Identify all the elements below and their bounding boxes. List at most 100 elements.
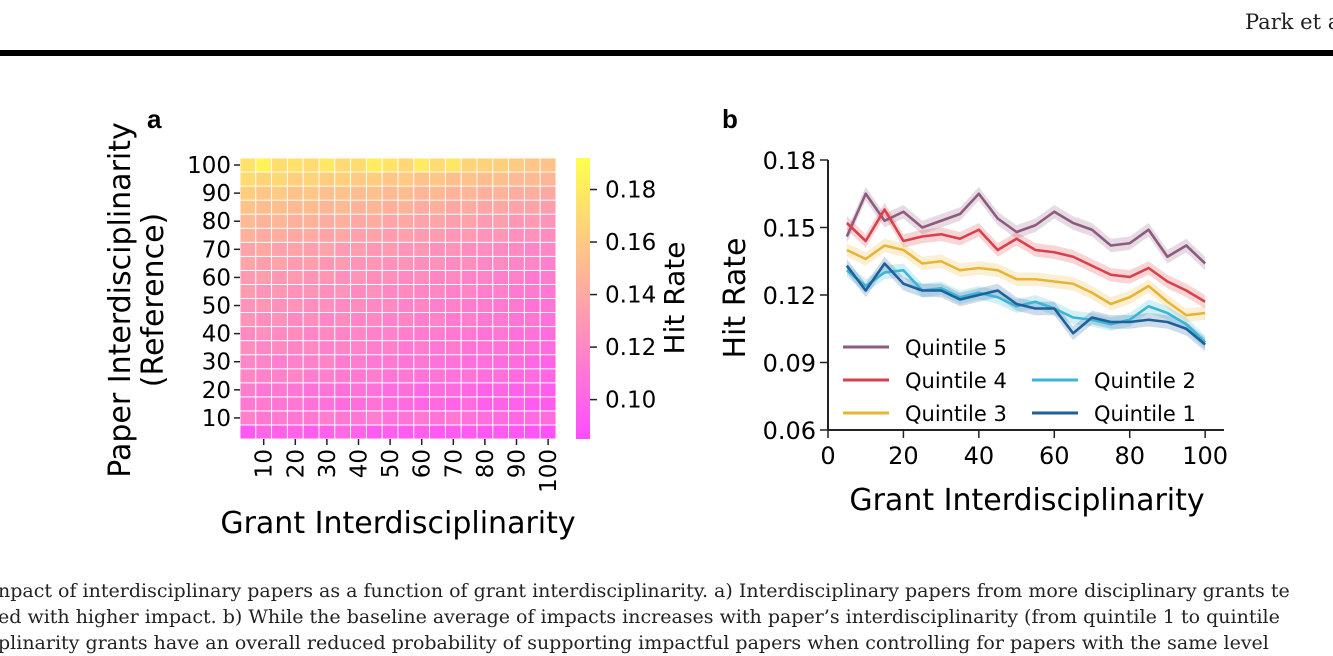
heatmap-cell <box>286 354 304 370</box>
heatmap-cell <box>334 368 352 384</box>
heatmap-cell <box>365 241 383 257</box>
heatmap-cell <box>318 326 336 342</box>
heatmap-cell <box>302 157 320 173</box>
heatmap-cell <box>413 213 431 229</box>
heatmap-cell <box>286 171 304 187</box>
heatmap-cell <box>444 298 462 314</box>
heatmap-cell <box>492 241 510 257</box>
heatmap-cell <box>413 326 431 342</box>
heatmap-cell <box>413 368 431 384</box>
line-x-tick-label: 0 <box>820 442 835 470</box>
heatmap-cell <box>365 269 383 285</box>
heatmap-cell <box>492 410 510 426</box>
heatmap-cell <box>492 382 510 398</box>
heatmap-cell <box>302 227 320 243</box>
heatmap-x-tick-label: 30 <box>315 449 341 478</box>
heatmap-cell <box>539 199 557 215</box>
heatmap-x-ticks: 10 20 30 40 50 60 70 80 90 100 <box>252 439 562 493</box>
heatmap-cell <box>492 312 510 328</box>
heatmap-cell <box>365 340 383 356</box>
heatmap-cell <box>429 227 446 243</box>
heatmap-cell <box>444 171 462 187</box>
heatmap-y-tick-label: 20 <box>202 378 231 404</box>
heatmap-cell <box>286 227 304 243</box>
heatmap-cell <box>539 185 557 201</box>
heatmap-cell <box>318 298 336 314</box>
heatmap-cell <box>302 213 320 229</box>
heatmap-cell <box>350 368 367 384</box>
heatmap-cell <box>476 396 494 412</box>
heatmap-cell <box>255 213 273 229</box>
heatmap-cell <box>397 424 415 440</box>
heatmap-cell <box>508 284 525 299</box>
heatmap-cell <box>302 269 320 285</box>
heatmap-cell <box>381 354 399 370</box>
heatmap-x-tick-label: 20 <box>283 449 309 478</box>
heatmap-cell <box>381 410 399 426</box>
heatmap-cell <box>508 312 525 328</box>
heatmap-cell <box>460 340 478 356</box>
heatmap-cell <box>302 171 320 187</box>
heatmap-cell <box>271 354 288 370</box>
heatmap-cell <box>523 157 541 173</box>
heatmap-cell <box>365 298 383 314</box>
heatmap-y-tick-label: 90 <box>202 181 231 207</box>
heatmap-cell <box>381 284 399 299</box>
line-x-tick-label: 40 <box>964 442 995 470</box>
heatmap-cell <box>381 298 399 314</box>
heatmap-y-tick-label: 60 <box>202 265 231 291</box>
heatmap-cell <box>271 269 288 285</box>
colorbar-tick-label: 0.16 <box>605 230 656 256</box>
heatmap-cell <box>413 284 431 299</box>
heatmap-cell <box>350 340 367 356</box>
heatmap-cell <box>476 424 494 440</box>
heatmap-cell <box>302 185 320 201</box>
panel-b-label: b <box>722 104 738 134</box>
heatmap-cell <box>476 157 494 173</box>
heatmap-cell <box>413 298 431 314</box>
heatmap-cell <box>365 312 383 328</box>
heatmap-cell <box>429 368 446 384</box>
heatmap-cell <box>429 382 446 398</box>
heatmap-cell <box>539 368 557 384</box>
colorbar-tick-label: 0.12 <box>605 335 656 361</box>
heatmap-cell <box>302 199 320 215</box>
heatmap-cell <box>539 241 557 257</box>
heatmap-cell <box>444 326 462 342</box>
heatmap-cell <box>255 241 273 257</box>
heatmap-cell <box>523 424 541 440</box>
heatmap-cell <box>539 410 557 426</box>
heatmap-cell <box>492 298 510 314</box>
heatmap-cell <box>350 171 367 187</box>
heatmap-cell <box>413 396 431 412</box>
heatmap-cell <box>539 157 557 173</box>
heatmap-cell <box>460 326 478 342</box>
heatmap-cell <box>508 354 525 370</box>
heatmap-cell <box>350 269 367 285</box>
heatmap-cell <box>350 354 367 370</box>
heatmap-cell <box>444 185 462 201</box>
heatmap-cell <box>302 312 320 328</box>
heatmap-cell <box>429 326 446 342</box>
heatmap-cell <box>444 213 462 229</box>
heatmap-cell <box>539 354 557 370</box>
heatmap-cell <box>381 171 399 187</box>
heatmap-x-tick-label: 80 <box>473 449 499 478</box>
heatmap-cell <box>523 227 541 243</box>
heatmap-cell <box>413 255 431 271</box>
heatmap-cell <box>413 312 431 328</box>
heatmap-cell <box>365 396 383 412</box>
heatmap-cell <box>523 326 541 342</box>
heatmap-cell <box>365 326 383 342</box>
heatmap-cell <box>413 340 431 356</box>
heatmap-cell <box>523 269 541 285</box>
heatmap-cell <box>365 227 383 243</box>
heatmap-cell <box>350 284 367 299</box>
heatmap-cell <box>429 171 446 187</box>
heatmap-cell <box>334 298 352 314</box>
heatmap-cell <box>255 396 273 412</box>
legend-label: Quintile 1 <box>1094 402 1196 426</box>
heatmap-cell <box>381 255 399 271</box>
heatmap-cell <box>286 284 304 299</box>
